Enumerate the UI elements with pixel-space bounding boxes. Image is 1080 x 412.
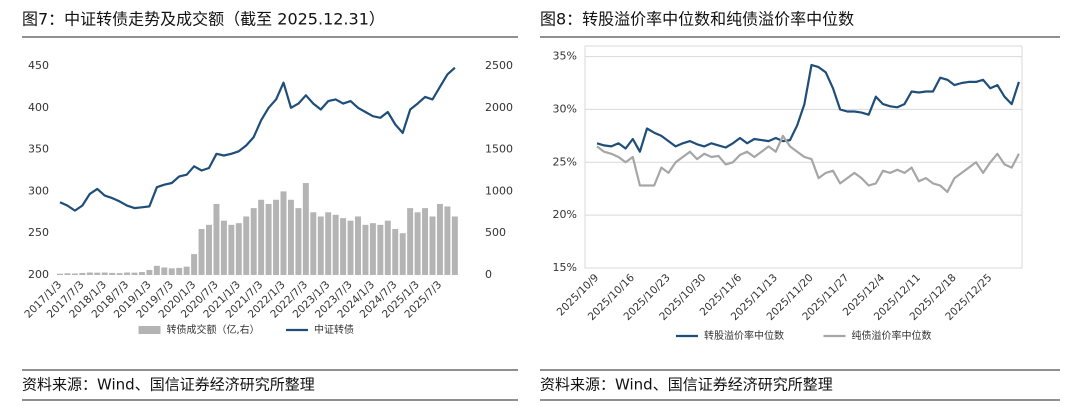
y2-tick-label: 2500 [485,59,513,72]
bar [176,267,183,275]
bar [64,273,71,275]
y-tick-label: 350 [28,143,49,156]
bar [429,216,436,275]
bar [228,224,235,275]
bar [116,273,123,275]
bar [258,199,265,275]
bar [399,233,406,275]
bar [250,208,257,275]
y-tick-label: 450 [28,59,49,72]
bar [153,265,160,275]
bar [71,273,78,275]
y-tick-label: 20% [553,208,577,221]
bar [138,272,145,275]
bar [414,212,421,275]
bar [206,224,212,275]
bar [369,223,376,275]
bar [220,220,227,275]
legend-swatch [138,326,161,334]
bar [101,272,108,275]
bar [265,203,272,275]
y-tick-label: 400 [28,101,49,114]
bar [422,208,429,275]
bar [444,206,451,275]
bar [273,199,280,275]
series-line [59,66,456,212]
bar [191,254,198,275]
bar [302,183,309,275]
bar [235,223,242,275]
y2-tick-label: 1000 [485,184,513,197]
bar [347,220,354,275]
source-note: 资料来源：Wind、国信证券经济研究所整理 [22,376,315,394]
y-tick-label: 15% [553,261,577,274]
bar [377,224,384,275]
bar [198,229,205,275]
bar [451,216,458,275]
bar [109,272,116,275]
bar [280,191,287,275]
legend-label: 中证转债 [314,323,354,336]
y-tick-label: 300 [28,184,49,197]
bar [407,208,414,275]
bar [384,220,391,275]
bar [332,214,339,275]
chart-title: 图8：转股溢价率中位数和纯债溢价率中位数 [540,10,854,29]
series-line [596,63,1020,153]
y-tick-label: 200 [28,268,49,281]
bar [79,272,86,275]
series-line [596,134,1020,193]
source-note: 资料来源：Wind、国信证券经济研究所整理 [540,376,833,394]
bar [340,218,347,275]
bar [362,224,369,275]
bar [392,229,399,275]
bar [57,273,63,275]
y-tick-label: 250 [28,226,49,239]
y2-tick-label: 2000 [485,101,513,114]
bar [436,203,443,275]
y-tick-label: 35% [553,50,577,63]
bar [94,272,101,275]
bar [146,269,153,275]
bar [86,272,93,275]
legend-label: 转债成交额（亿,右） [167,323,260,336]
bar [317,216,324,275]
y2-tick-label: 1500 [485,143,513,156]
bar [213,203,220,275]
bar [161,267,168,275]
y2-tick-label: 500 [485,226,506,239]
bar [325,212,332,275]
bar [295,208,302,275]
bar [131,272,138,275]
legend-label: 纯债溢价率中位数 [852,329,932,342]
bar [183,266,190,275]
y-tick-label: 30% [553,102,577,115]
chart-title: 图7：中证转债走势及成交额（截至 2025.12.31） [22,10,385,29]
bar [243,216,250,275]
y-tick-label: 25% [553,155,577,168]
bar [355,216,361,275]
bar [168,268,175,275]
bar [310,212,317,275]
bar [124,272,131,275]
legend-label: 转股溢价率中位数 [704,329,784,342]
y2-tick-label: 0 [485,268,492,281]
bar [287,199,294,275]
